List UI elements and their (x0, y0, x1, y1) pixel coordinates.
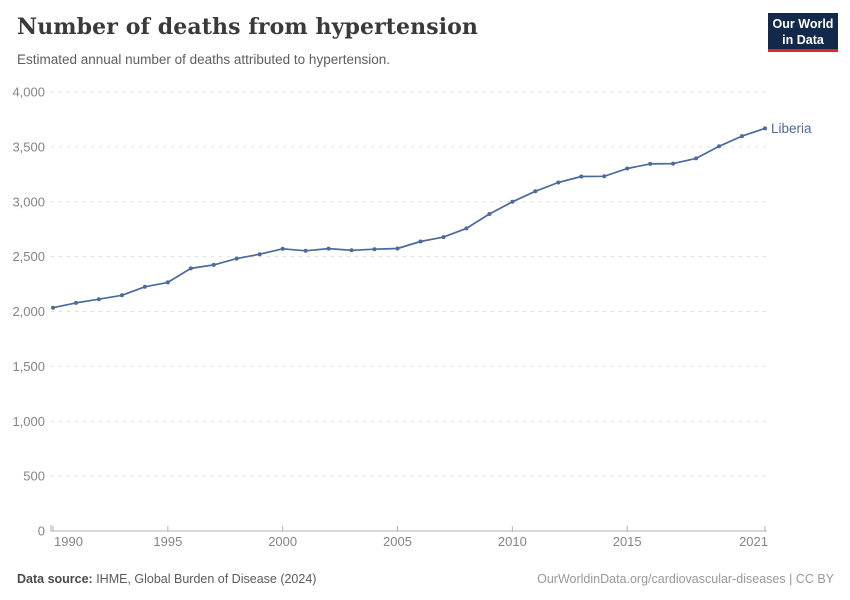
entity-label[interactable]: Liberia (771, 121, 812, 136)
data-point[interactable] (142, 284, 147, 289)
data-point[interactable] (441, 235, 446, 240)
x-axis-label: 2005 (383, 534, 412, 549)
data-point[interactable] (602, 174, 607, 179)
data-point[interactable] (280, 246, 285, 251)
data-point[interactable] (533, 189, 538, 194)
owid-logo-line2: in Data (782, 33, 824, 47)
data-source-label: Data source: (17, 572, 93, 586)
data-point[interactable] (763, 126, 767, 131)
y-axis-label: 4,000 (12, 85, 45, 100)
trend-line[interactable] (52, 127, 766, 309)
owid-logo[interactable]: Our World in Data (768, 13, 838, 52)
data-point[interactable] (119, 293, 124, 298)
x-axis-label: 1995 (153, 534, 182, 549)
data-source-value: IHME, Global Burden of Disease (2024) (92, 572, 317, 586)
page-title: Number of deaths from hypertension (17, 14, 479, 40)
data-point[interactable] (487, 212, 492, 216)
data-point[interactable] (579, 174, 584, 179)
data-point[interactable] (234, 256, 239, 261)
data-point[interactable] (349, 248, 354, 253)
y-axis-label: 500 (23, 469, 45, 484)
data-point[interactable] (165, 280, 170, 285)
data-source: Data source: IHME, Global Burden of Dise… (17, 572, 316, 586)
x-axis-label: 2021 (739, 534, 768, 549)
y-axis-label: 1,500 (12, 359, 45, 374)
data-point[interactable] (211, 262, 216, 267)
data-point[interactable] (510, 199, 515, 204)
data-point[interactable] (74, 300, 78, 305)
x-axis-label: 2010 (498, 534, 527, 549)
owid-logo-line1: Our World (772, 17, 834, 31)
data-point[interactable] (464, 226, 469, 231)
data-point[interactable] (257, 252, 262, 257)
data-point[interactable] (96, 297, 101, 302)
y-axis-label: 3,000 (12, 194, 45, 209)
y-axis-label: 0 (38, 524, 45, 539)
data-point[interactable] (648, 161, 653, 166)
data-point[interactable] (51, 305, 55, 310)
data-point[interactable] (303, 248, 308, 253)
data-point[interactable] (188, 266, 193, 271)
data-point[interactable] (740, 134, 744, 139)
credit-link[interactable]: OurWorldinData.org/cardiovascular-diseas… (537, 572, 834, 586)
data-point[interactable] (694, 156, 699, 161)
data-point[interactable] (671, 161, 676, 166)
y-axis-label: 2,500 (12, 249, 45, 264)
data-point[interactable] (395, 246, 400, 251)
data-point[interactable] (326, 246, 331, 251)
y-axis-label: 2,000 (12, 304, 45, 319)
x-axis-label: 1990 (54, 534, 83, 549)
chart-subtitle: Estimated annual number of deaths attrib… (17, 52, 390, 67)
data-point[interactable] (372, 247, 377, 252)
chart-footer: Data source: IHME, Global Burden of Dise… (17, 572, 834, 586)
data-point[interactable] (625, 166, 630, 171)
data-point[interactable] (717, 144, 722, 149)
y-axis-label: 3,500 (12, 139, 45, 154)
data-point[interactable] (418, 239, 423, 244)
x-axis-label: 2000 (268, 534, 297, 549)
data-point[interactable] (556, 180, 561, 185)
x-axis-label: 2015 (613, 534, 642, 549)
y-axis-label: 1,000 (12, 414, 45, 429)
